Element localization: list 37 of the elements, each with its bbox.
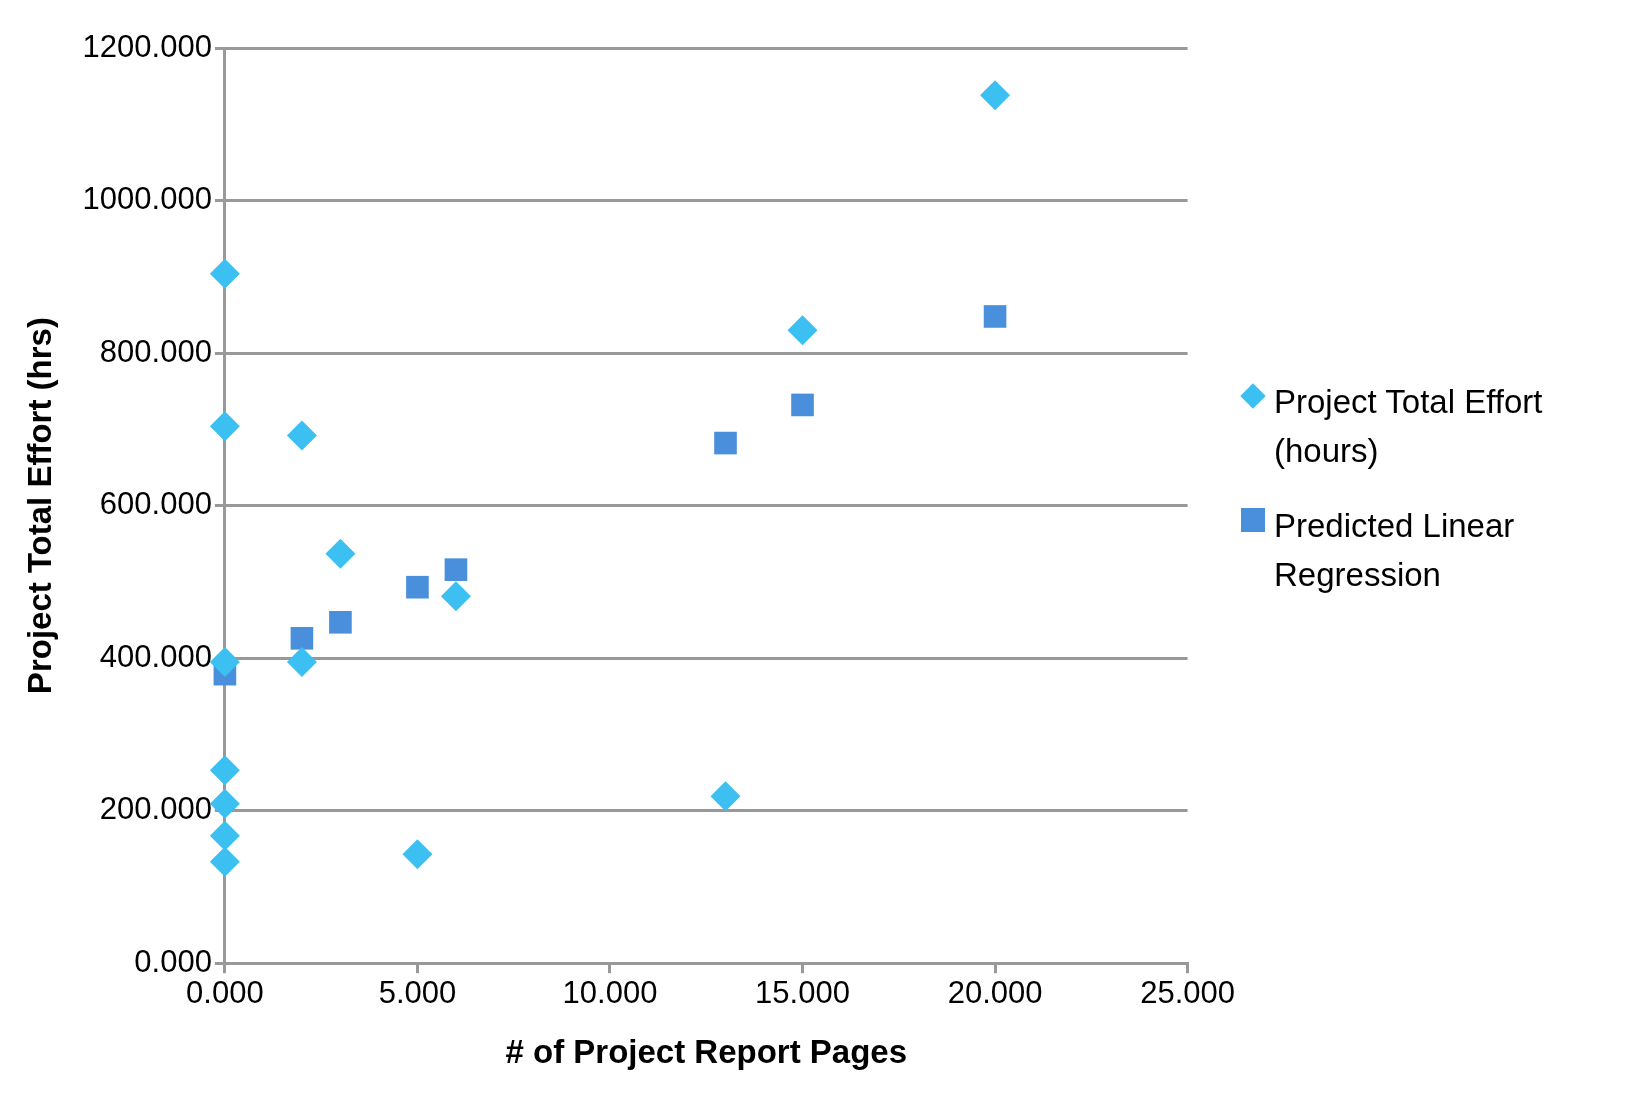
legend-label: Project Total Effort (hours) xyxy=(1274,382,1544,471)
x-tick-label: 15.000 xyxy=(755,975,850,1011)
y-tick-label: 600.000 xyxy=(99,486,212,522)
y-tick-label: 200.000 xyxy=(99,791,212,827)
point xyxy=(286,646,317,677)
y-axis-title: Project Total Effort (hrs) xyxy=(20,317,58,695)
point xyxy=(710,781,741,812)
x-tick-label: 25.000 xyxy=(1140,975,1236,1011)
point xyxy=(209,788,240,819)
point xyxy=(209,258,240,289)
y-tick-label: 1200.000 xyxy=(82,28,212,64)
y-tick-label: 800.000 xyxy=(99,333,212,369)
point xyxy=(209,846,240,877)
point xyxy=(714,431,737,455)
y-tick-label: 400.000 xyxy=(99,638,212,674)
point xyxy=(290,626,314,650)
point xyxy=(402,839,433,870)
point xyxy=(325,538,356,569)
point xyxy=(791,393,814,417)
point xyxy=(980,80,1011,111)
point xyxy=(444,558,468,581)
point xyxy=(983,305,1007,328)
point xyxy=(406,575,429,599)
legend-label: Predicted Linear Regression xyxy=(1274,506,1516,595)
point xyxy=(440,581,471,612)
point xyxy=(329,610,352,634)
x-tick-label: 5.000 xyxy=(378,975,457,1011)
x-axis-title: # of Project Report Pages xyxy=(505,1033,908,1071)
y-tick-label: 1000.000 xyxy=(82,181,212,217)
point xyxy=(209,755,240,786)
x-tick-label: 20.000 xyxy=(947,975,1043,1011)
point xyxy=(787,315,818,346)
point xyxy=(286,420,317,451)
point xyxy=(209,646,240,677)
x-tick-label: 10.000 xyxy=(562,975,658,1011)
point xyxy=(209,411,240,442)
point xyxy=(209,820,240,851)
